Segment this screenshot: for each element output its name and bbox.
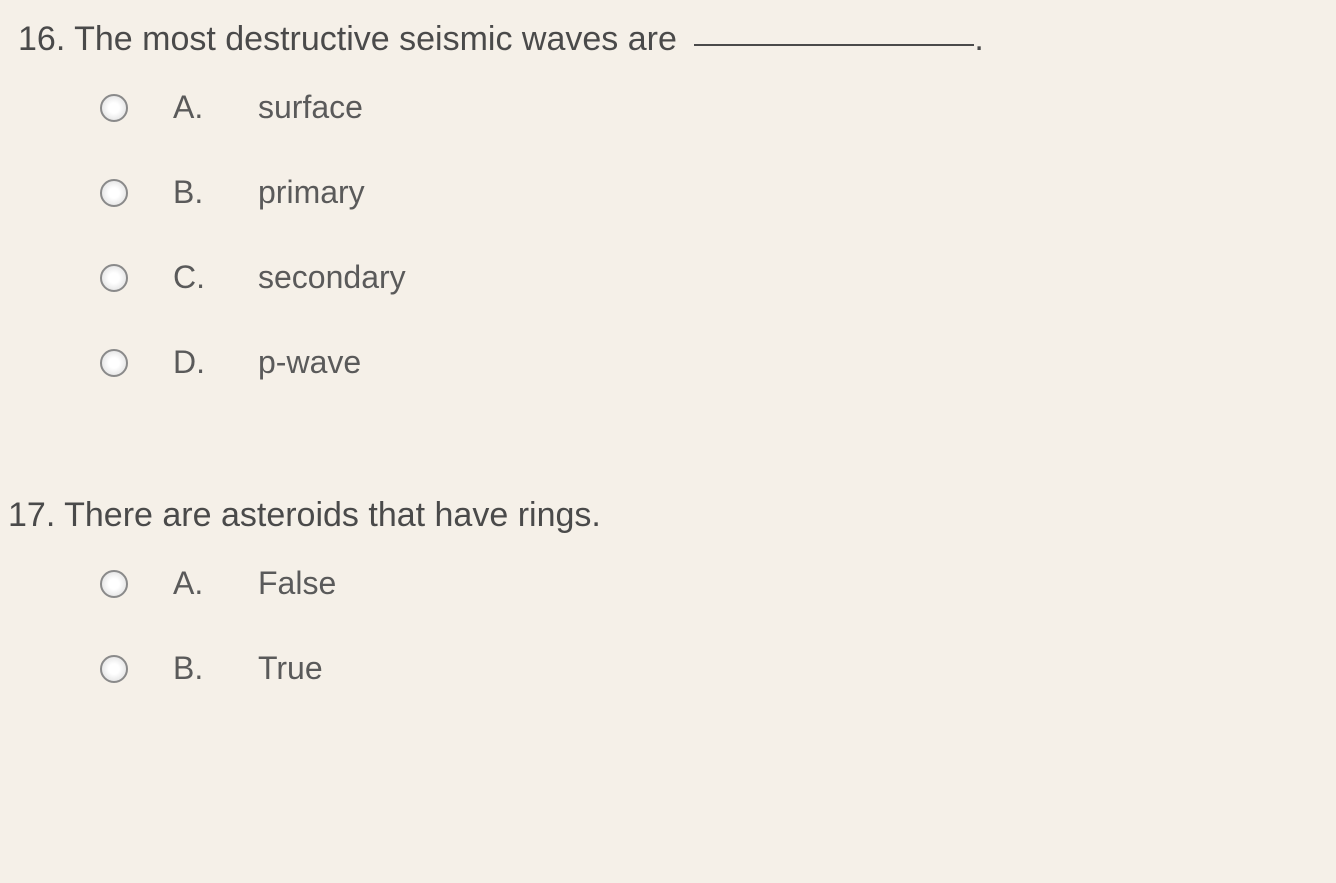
radio-button-icon[interactable] bbox=[100, 655, 128, 683]
option-letter: D. bbox=[173, 344, 233, 381]
option-text: surface bbox=[258, 89, 363, 126]
option-row-d[interactable]: D. p-wave bbox=[100, 344, 1336, 381]
radio-button-icon[interactable] bbox=[100, 264, 128, 292]
option-letter: A. bbox=[173, 565, 233, 602]
option-row-b[interactable]: B. True bbox=[100, 650, 1336, 687]
option-text: secondary bbox=[258, 259, 406, 296]
option-text: p-wave bbox=[258, 344, 361, 381]
radio-button-icon[interactable] bbox=[100, 94, 128, 122]
option-row-c[interactable]: C. secondary bbox=[100, 259, 1336, 296]
option-letter: B. bbox=[173, 174, 233, 211]
question-17: 17. There are asteroids that have rings.… bbox=[0, 476, 1336, 687]
option-text: True bbox=[258, 650, 323, 687]
option-text: False bbox=[258, 565, 336, 602]
option-row-b[interactable]: B. primary bbox=[100, 174, 1336, 211]
question-number: 17. bbox=[8, 496, 55, 534]
option-letter: B. bbox=[173, 650, 233, 687]
radio-button-icon[interactable] bbox=[100, 349, 128, 377]
question-text: 17. There are asteroids that have rings. bbox=[0, 476, 1336, 565]
fill-blank-line bbox=[694, 44, 974, 46]
option-letter: C. bbox=[173, 259, 233, 296]
option-text: primary bbox=[258, 174, 365, 211]
question-16: 16. The most destructive seismic waves a… bbox=[0, 0, 1336, 381]
options-container: A. surface B. primary C. secondary D. p-… bbox=[0, 89, 1336, 381]
options-container: A. False B. True bbox=[0, 565, 1336, 687]
option-letter: A. bbox=[173, 89, 233, 126]
option-row-a[interactable]: A. False bbox=[100, 565, 1336, 602]
radio-button-icon[interactable] bbox=[100, 179, 128, 207]
question-text: 16. The most destructive seismic waves a… bbox=[0, 0, 1336, 89]
blank-suffix: . bbox=[974, 20, 983, 58]
option-row-a[interactable]: A. surface bbox=[100, 89, 1336, 126]
question-body: There are asteroids that have rings. bbox=[64, 496, 601, 534]
question-body: The most destructive seismic waves are bbox=[74, 20, 677, 58]
question-number: 16. bbox=[18, 20, 65, 58]
radio-button-icon[interactable] bbox=[100, 570, 128, 598]
